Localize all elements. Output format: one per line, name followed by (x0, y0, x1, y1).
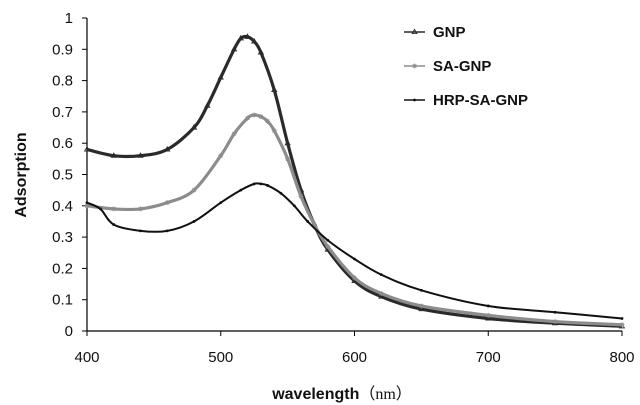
series-sa-gnp (84, 112, 625, 328)
x-axis-label: wavelength (271, 386, 359, 403)
data-point-sa-gnp (271, 128, 277, 134)
data-point-gnp (485, 314, 492, 321)
x-axis-unit: （nm） (359, 385, 411, 403)
plot-area: 400 500 600 700 800 0 0.1 0.2 0.3 0.4 0.5 0.6 0.7 0.… (52, 10, 634, 366)
x-tick-label: 400 (74, 349, 99, 366)
legend-item-hrp-sa-gnp: HRP-SA-GNP (404, 92, 528, 109)
data-point-hrp-sa-gnp (620, 317, 624, 320)
data-point-gnp (257, 48, 265, 55)
data-point-gnp (378, 293, 385, 299)
data-point-hrp-sa-gnp (239, 188, 243, 192)
data-point-hrp-sa-gnp (165, 229, 169, 233)
y-tick-label: 0.8 (52, 73, 73, 90)
data-point-sa-gnp (325, 243, 331, 249)
legend-label-hrp-sa-gnp: HRP-SA-GNP (433, 92, 528, 109)
data-point-hrp-sa-gnp (259, 182, 263, 186)
data-point-hrp-sa-gnp (553, 310, 557, 314)
data-point-hrp-sa-gnp (139, 229, 142, 233)
x-ticks: 400 500 600 700 800 (74, 331, 635, 366)
x-tick-label: 700 (476, 349, 501, 366)
data-point-gnp (230, 45, 238, 52)
series-hrp-sa-gnp (85, 182, 624, 320)
data-point-hrp-sa-gnp (326, 238, 330, 242)
data-point-sa-gnp (218, 153, 224, 159)
legend-label-sa-gnp: SA-GNP (433, 58, 491, 75)
data-point-sa-gnp (245, 115, 250, 121)
data-point-sa-gnp (265, 118, 271, 124)
legend-label-gnp: GNP (433, 24, 466, 41)
x-tick-label: 800 (609, 349, 634, 366)
data-point-sa-gnp (84, 203, 90, 209)
y-tick-label: 0.9 (52, 41, 73, 58)
x-tick-label: 600 (342, 349, 367, 366)
data-point-hrp-sa-gnp (219, 201, 223, 205)
data-point-gnp (271, 86, 278, 93)
y-tick-label: 0.2 (52, 260, 73, 277)
data-point-gnp (83, 145, 91, 152)
series-gnp (83, 33, 626, 329)
x-axis-title: wavelength（nm） (271, 385, 412, 403)
data-point-sa-gnp (298, 193, 304, 199)
data-point-hrp-sa-gnp (292, 204, 296, 208)
y-axis-title: Adsorption (13, 132, 30, 217)
data-point-gnp (244, 33, 251, 39)
data-point-gnp (284, 139, 291, 146)
data-point-gnp (164, 145, 171, 152)
data-point-hrp-sa-gnp (266, 184, 269, 187)
data-point-gnp (110, 152, 117, 158)
data-point-sa-gnp (485, 312, 491, 318)
data-point-hrp-sa-gnp (419, 288, 423, 292)
x-tick-label: 500 (208, 349, 233, 366)
data-point-hrp-sa-gnp (486, 304, 490, 308)
data-point-gnp (204, 102, 211, 108)
y-tick-label: 0.7 (52, 104, 73, 121)
y-tick-label: 0.1 (52, 292, 73, 309)
data-point-sa-gnp (418, 303, 424, 309)
data-point-hrp-sa-gnp (353, 257, 356, 261)
legend-marker-hrp-sa-gnp (413, 98, 416, 102)
series-line-sa-gnp (86, 113, 623, 327)
y-tick-label: 0 (65, 323, 73, 340)
series-group (83, 33, 626, 329)
data-point-hrp-sa-gnp (279, 191, 283, 195)
data-point-sa-gnp (251, 112, 257, 118)
data-point-hrp-sa-gnp (306, 220, 310, 223)
data-point-hrp-sa-gnp (85, 201, 89, 205)
data-point-sa-gnp (138, 206, 143, 212)
data-point-sa-gnp (378, 290, 384, 296)
data-point-sa-gnp (552, 319, 558, 325)
data-point-gnp (217, 73, 224, 80)
y-tick-label: 0.3 (52, 229, 73, 246)
legend-marker-gnp (411, 28, 418, 35)
legend-marker-sa-gnp (412, 63, 417, 69)
data-point-sa-gnp (164, 200, 170, 206)
data-point-hrp-sa-gnp (192, 220, 196, 223)
data-point-sa-gnp (111, 206, 117, 212)
legend-item-gnp: GNP (404, 24, 466, 41)
data-point-gnp (418, 305, 425, 312)
data-point-sa-gnp (619, 322, 625, 328)
y-tick-label: 0.5 (52, 167, 73, 184)
data-point-hrp-sa-gnp (112, 223, 116, 226)
data-point-gnp (190, 124, 198, 130)
legend: GNP SA-GNP HRP-SA-GNP (404, 24, 528, 109)
data-point-sa-gnp (285, 156, 291, 162)
y-tick-label: 1 (65, 10, 73, 27)
data-point-hrp-sa-gnp (379, 273, 383, 277)
y-tick-label: 0.6 (52, 135, 73, 152)
data-point-gnp (251, 37, 258, 44)
y-tick-label: 0.4 (52, 198, 73, 215)
data-point-sa-gnp (231, 131, 237, 137)
data-point-sa-gnp (311, 222, 317, 228)
y-ticks: 0 0.1 0.2 0.3 0.4 0.5 0.6 0.7 0.8 0.9 1 (52, 10, 87, 340)
data-point-sa-gnp (352, 275, 357, 281)
data-point-sa-gnp (191, 187, 197, 193)
data-point-hrp-sa-gnp (98, 207, 102, 211)
legend-item-sa-gnp: SA-GNP (404, 58, 491, 75)
data-point-sa-gnp (258, 114, 264, 120)
data-point-gnp (237, 34, 244, 41)
data-point-gnp (137, 152, 144, 158)
data-point-hrp-sa-gnp (252, 182, 256, 186)
